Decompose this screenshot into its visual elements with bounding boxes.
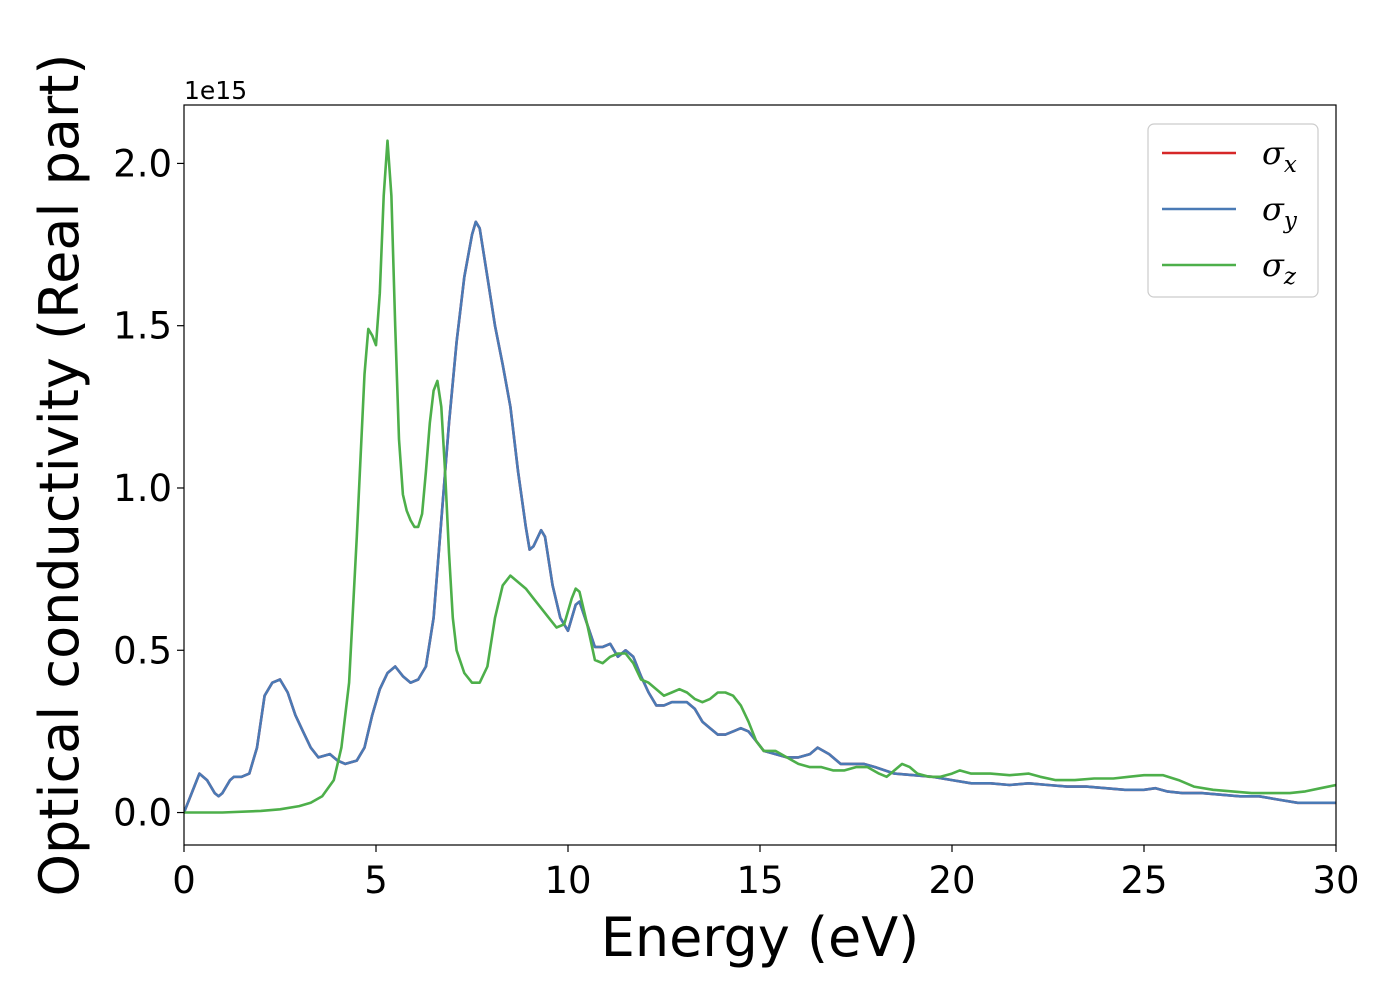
series-line-y [184, 220, 1336, 814]
y-axis-label: Optical conductivity (Real part) [28, 54, 91, 897]
series-line-z [184, 139, 1336, 814]
y-tick-label: 1.0 [113, 467, 172, 510]
legend-label-x: σx [1262, 134, 1297, 178]
legend-box [1147, 123, 1319, 298]
x-tick-label: 10 [544, 859, 591, 902]
x-axis-ticks: 0 5 10 15 20 25 30 [172, 845, 1360, 902]
x-tick-label: 20 [928, 859, 975, 902]
legend-label-y: σy [1262, 190, 1298, 234]
x-tick-label: 30 [1312, 859, 1359, 902]
legend: σx σy σz [1147, 123, 1319, 298]
series-layer [184, 139, 1336, 814]
legend-label-z: σz [1262, 246, 1297, 290]
y-tick-label: 0.5 [113, 629, 172, 672]
x-tick-label: 15 [736, 859, 783, 902]
x-tick-label: 0 [172, 859, 196, 902]
y-axis-ticks: 0.0 0.5 1.0 1.5 2.0 [113, 142, 184, 835]
y-tick-label: 0.0 [113, 792, 172, 835]
x-axis-label: Energy (eV) [601, 906, 920, 969]
y-offset-label: 1e15 [184, 76, 247, 105]
y-tick-label: 2.0 [113, 142, 172, 185]
x-tick-label: 5 [364, 859, 388, 902]
x-tick-label: 25 [1120, 859, 1167, 902]
y-tick-label: 1.5 [113, 305, 172, 348]
